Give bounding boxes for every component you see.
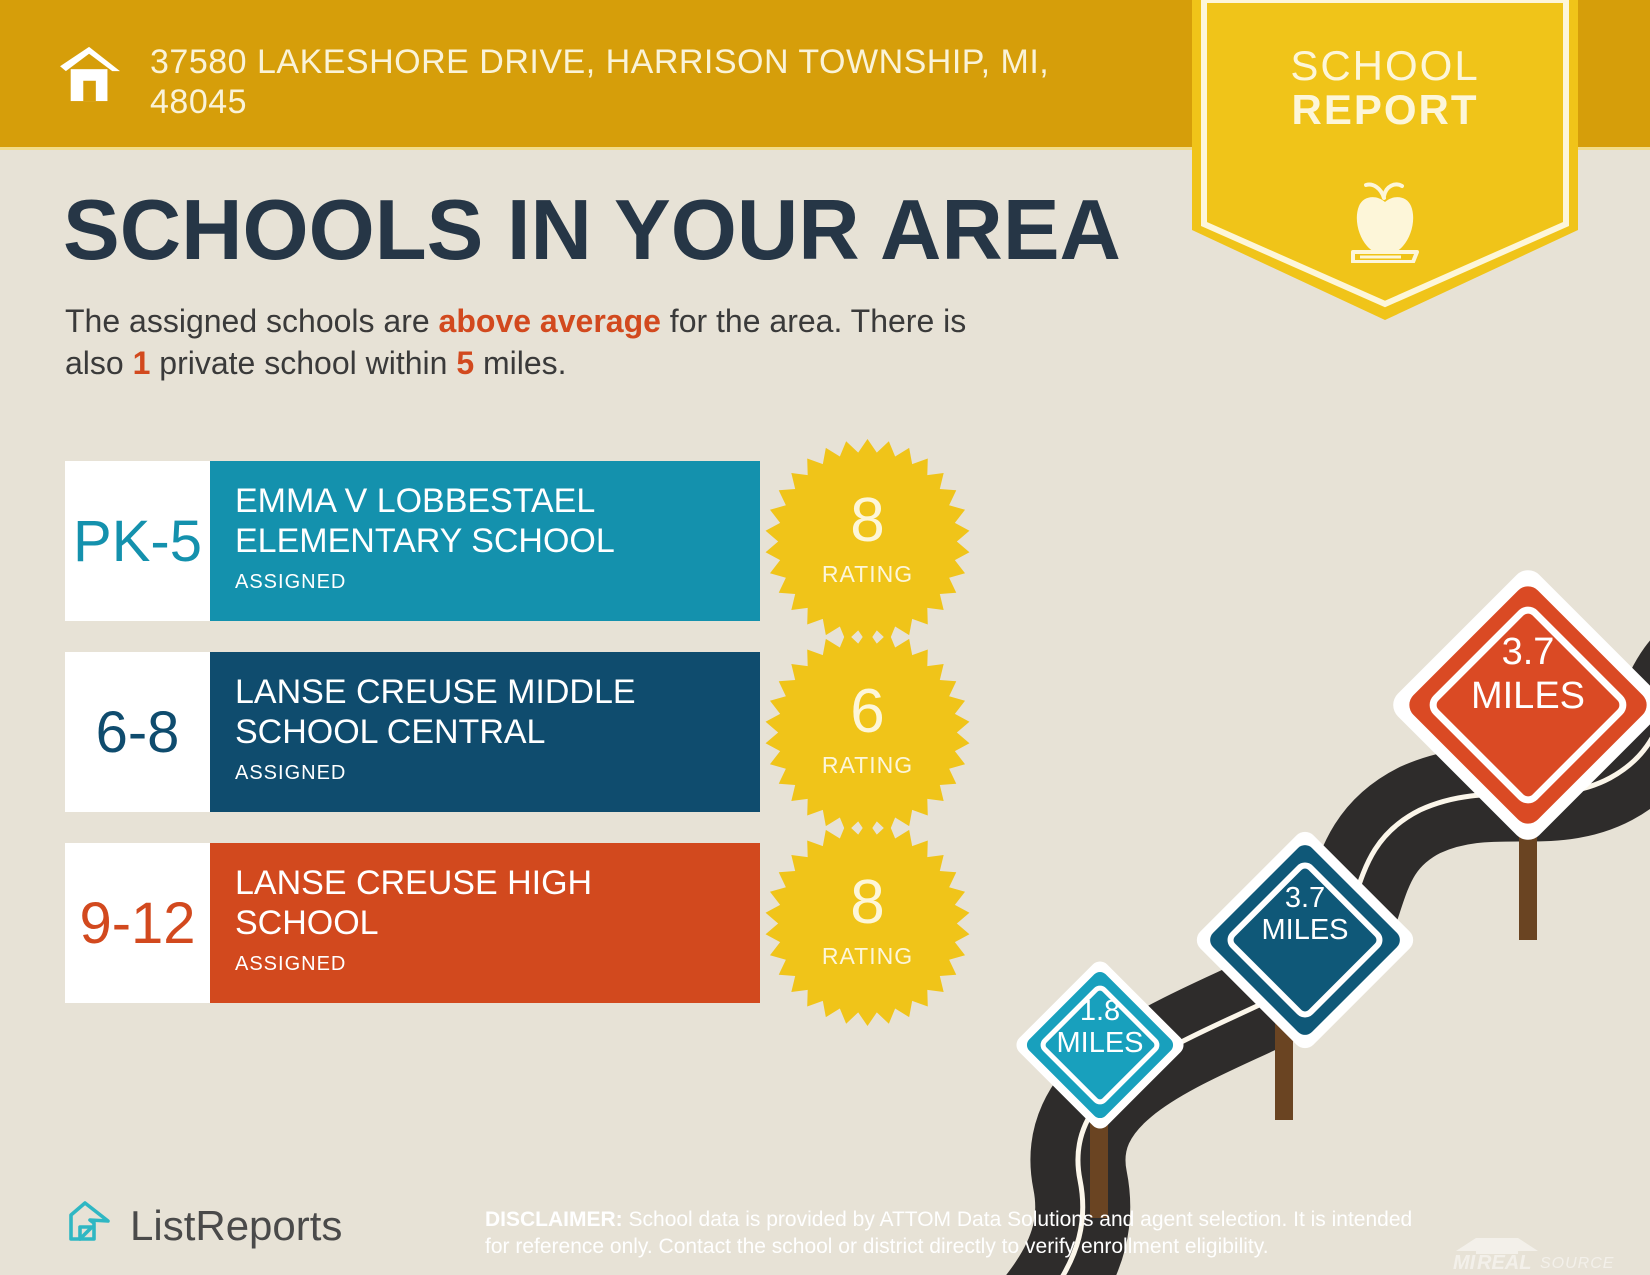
svg-text:SOURCE: SOURCE xyxy=(1540,1255,1614,1272)
svg-text:REAL: REAL xyxy=(1477,1252,1531,1273)
svg-text:MI: MI xyxy=(1453,1252,1476,1273)
